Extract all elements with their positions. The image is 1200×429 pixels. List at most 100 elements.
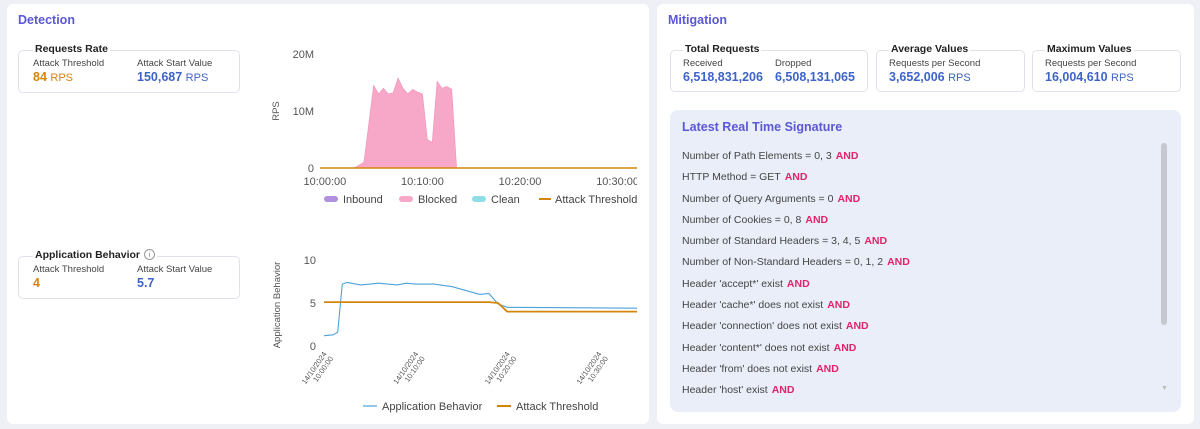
signature-item-text: Header 'from' does not exist bbox=[682, 362, 813, 375]
signature-item-text: Header 'content*' does not exist bbox=[682, 341, 830, 354]
signature-item: HTTP Method = GET AND bbox=[682, 171, 1152, 192]
legend-swatch-clean bbox=[472, 196, 486, 202]
y-tick-label: 0 bbox=[310, 341, 316, 353]
received-value: 6,518,831,206 bbox=[683, 70, 763, 84]
requests-rate-title: Requests Rate bbox=[33, 43, 110, 55]
app-behavior-card: Application Behavior i Attack Threshold 4… bbox=[18, 249, 240, 299]
mitigation-title: Mitigation bbox=[668, 13, 728, 27]
legend-label: Application Behavior bbox=[382, 401, 483, 413]
legend-label: Blocked bbox=[418, 194, 457, 206]
signature-item: Header 'from' does not exist AND bbox=[682, 363, 1152, 384]
signature-item: Header 'content*' does not exist AND bbox=[682, 342, 1152, 363]
x-tick-label: 14/10/202410:00:00 bbox=[300, 350, 335, 391]
signature-item-text: Header 'host' exist bbox=[682, 384, 768, 397]
signature-item-text: Number of Query Arguments = 0 bbox=[682, 192, 834, 205]
legend-label: Clean bbox=[491, 194, 520, 206]
signature-item-text: Number of Cookies = 0, 8 bbox=[682, 213, 802, 226]
attack-start-label: Attack Start Value bbox=[137, 58, 213, 69]
average-values-card: Average Values Requests per Second 3,652… bbox=[876, 43, 1025, 92]
signature-box: Latest Real Time Signature Number of Pat… bbox=[670, 110, 1181, 412]
signature-item: Number of Query Arguments = 0 AND bbox=[682, 193, 1152, 214]
detection-title: Detection bbox=[18, 13, 75, 27]
ab-start-label: Attack Start Value bbox=[137, 264, 213, 275]
x-tick-label: 14/10/202410:20:00 bbox=[483, 350, 518, 391]
signature-item-operator: AND bbox=[887, 256, 910, 269]
y-axis-label: Application Behavior bbox=[272, 262, 283, 349]
signature-item-text: Header 'accept*' exist bbox=[682, 277, 783, 290]
signature-item-operator: AND bbox=[784, 171, 808, 184]
signature-item-operator: AND bbox=[771, 384, 795, 397]
max-rps-value: 16,004,610 RPS bbox=[1045, 70, 1134, 84]
y-tick-label: 10M bbox=[293, 106, 314, 118]
scrollbar[interactable] bbox=[1161, 143, 1167, 393]
attack-start-value: 150,687 RPS bbox=[137, 70, 209, 84]
y-tick-label: 10 bbox=[304, 255, 316, 267]
requests-rate-card: Requests Rate Attack Threshold 84 RPS At… bbox=[18, 43, 240, 93]
legend-label: Inbound bbox=[343, 194, 383, 206]
y-tick-label: 20M bbox=[293, 49, 314, 61]
signature-item-text: HTTP Method = GET bbox=[682, 171, 781, 184]
info-icon[interactable]: i bbox=[144, 249, 156, 260]
signature-item-operator: AND bbox=[827, 299, 850, 312]
ab-threshold-label: Attack Threshold bbox=[33, 264, 105, 275]
max-rps-label: Requests per Second bbox=[1045, 58, 1137, 69]
average-values-title: Average Values bbox=[889, 43, 971, 55]
signature-item-text: Number of Non-Standard Headers = 0, 1, 2 bbox=[682, 256, 884, 269]
attack-threshold-value: 84 RPS bbox=[33, 70, 74, 84]
legend-swatch-blocked bbox=[399, 196, 413, 202]
x-tick-label: 14/10/202410:10:00 bbox=[391, 350, 426, 391]
app-behavior-chart: 0 5 10 Application Behavior 14/10/202410:00:… bbox=[272, 255, 637, 413]
signature-item-text: Number of Standard Headers = 3, 4, 5 bbox=[682, 235, 861, 248]
signature-item: Number of Non-Standard Headers = 0, 1, 2… bbox=[682, 256, 1152, 277]
y-tick-label: 0 bbox=[308, 163, 314, 175]
maximum-values-card: Maximum Values Requests per Second 16,00… bbox=[1032, 43, 1181, 92]
signature-item: Header 'accept*' exist AND bbox=[682, 278, 1152, 299]
legend-label: Attack Threshold bbox=[555, 194, 637, 206]
signature-title: Latest Real Time Signature bbox=[682, 120, 843, 134]
signature-item-operator: AND bbox=[835, 150, 859, 162]
received-label: Received bbox=[683, 58, 723, 69]
signature-item-text: Header 'cache*' does not exist bbox=[682, 299, 824, 312]
ab-threshold-value: 4 bbox=[33, 276, 40, 290]
signature-item-operator: AND bbox=[786, 277, 810, 290]
avg-rps-value: 3,652,006 RPS bbox=[889, 70, 971, 84]
total-requests-card: Total Requests Received 6,518,831,206 Dr… bbox=[670, 43, 868, 92]
signature-item-operator: AND bbox=[864, 235, 888, 248]
ab-start-value: 5.7 bbox=[137, 276, 155, 290]
signature-item: Header 'connection' does not exist AND bbox=[682, 320, 1152, 341]
legend-swatch-inbound bbox=[324, 196, 338, 202]
dropped-label: Dropped bbox=[775, 58, 812, 69]
x-tick-label: 10:00:00 bbox=[303, 176, 346, 188]
y-axis-label: RPS bbox=[271, 101, 282, 121]
application-behavior-line bbox=[323, 281, 637, 337]
signature-item: Header 'host' exist AND bbox=[682, 384, 1152, 405]
attack-threshold-label: Attack Threshold bbox=[33, 58, 105, 69]
signature-list: Number of Path Elements = 0, 3 AND HTTP Me… bbox=[682, 150, 1152, 406]
signature-item-operator: AND bbox=[816, 362, 839, 375]
legend-label: Attack Threshold bbox=[516, 401, 598, 413]
scrollbar-thumb[interactable] bbox=[1161, 143, 1167, 325]
avg-rps-label: Requests per Second bbox=[889, 58, 981, 69]
signature-item: Number of Standard Headers = 3, 4, 5 AND bbox=[682, 235, 1152, 256]
x-tick-label: 14/10/202410:30:00 bbox=[575, 350, 610, 391]
signature-item-text: Header 'connection' does not exist bbox=[682, 320, 842, 333]
rps-chart: 0 10M 20M RPS 10:00:00 10:10:00 10:20:00 10:30:… bbox=[271, 49, 637, 206]
signature-item-operator: AND bbox=[833, 341, 857, 354]
total-requests-title: Total Requests bbox=[683, 43, 762, 55]
blocked-area bbox=[320, 77, 637, 169]
maximum-values-title: Maximum Values bbox=[1045, 43, 1134, 55]
detection-panel: Detection Requests Rate Attack Threshold… bbox=[7, 4, 649, 424]
signature-item-operator: AND bbox=[805, 213, 829, 226]
mitigation-panel: Mitigation Total Requests Received 6,518… bbox=[657, 4, 1194, 424]
attack-threshold-line bbox=[324, 301, 637, 313]
signature-item-operator: AND bbox=[845, 320, 869, 333]
x-tick-label: 10:20:00 bbox=[499, 176, 542, 188]
app-behavior-title: Application Behavior i bbox=[33, 249, 158, 261]
x-tick-label: 10:10:00 bbox=[401, 176, 444, 188]
signature-item: Number of Path Elements = 0, 3 AND bbox=[682, 150, 1152, 171]
x-tick-label: 10:30:00 bbox=[596, 176, 637, 188]
signature-item-text: Number of Path Elements = 0, 3 bbox=[682, 150, 832, 162]
signature-item: Header 'cache*' does not exist AND bbox=[682, 299, 1152, 320]
dropped-value: 6,508,131,065 bbox=[775, 70, 855, 84]
scroll-down-icon[interactable]: ▼ bbox=[1161, 385, 1168, 392]
